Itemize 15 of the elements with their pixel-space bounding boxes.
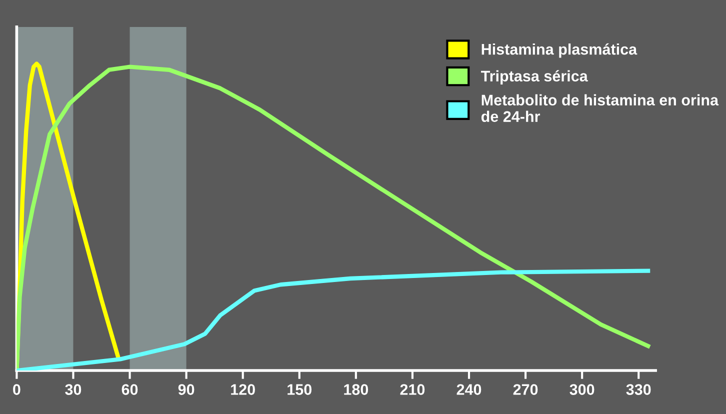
x-tick-label: 300 xyxy=(570,384,594,395)
x-tick-label: 150 xyxy=(288,384,312,395)
x-tick-label: 120 xyxy=(231,384,255,395)
x-tick-label: 210 xyxy=(400,384,425,395)
x-tick-label: 270 xyxy=(513,384,538,395)
x-tick-label: 0 xyxy=(13,384,20,395)
x-tick-label: 30 xyxy=(65,384,82,395)
x-tick-label: 90 xyxy=(178,384,194,395)
legend-label: Triptasa sérica xyxy=(481,70,588,85)
x-tick-label: 330 xyxy=(626,384,651,395)
x-tick-label: 180 xyxy=(344,384,368,395)
x-tick-label: 60 xyxy=(122,384,138,395)
legend-label: Metabolito de histamina en orina de 24-hr xyxy=(481,94,719,122)
x-tick-label: 240 xyxy=(456,384,482,395)
legend-label: Histamina plasmática xyxy=(482,43,638,58)
